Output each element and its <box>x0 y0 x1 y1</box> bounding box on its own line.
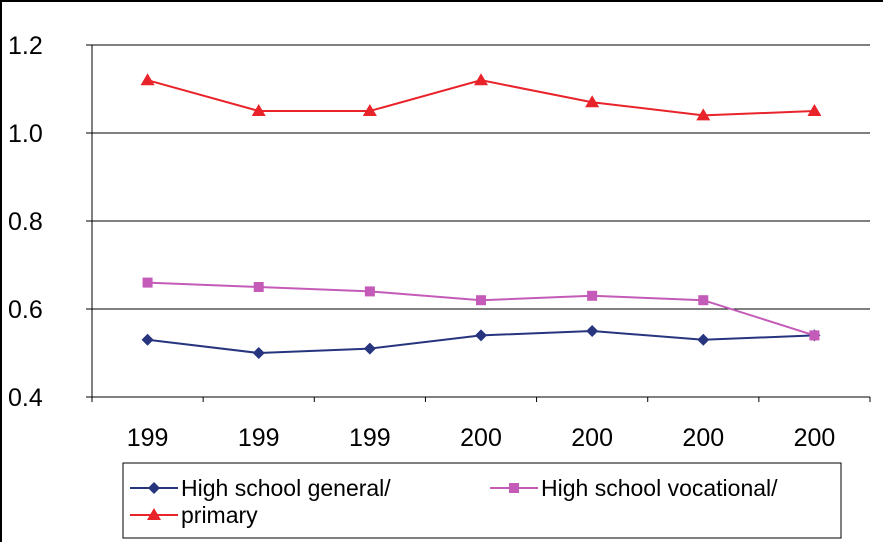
data-point <box>474 73 488 86</box>
x-tick-label: 199 <box>127 424 169 452</box>
x-tick-label: 200 <box>794 424 836 452</box>
y-tick-label: 0.4 <box>8 384 43 412</box>
data-point <box>362 104 377 116</box>
data-point <box>696 108 711 121</box>
x-axis-ticks: 199 199 199 200 200 200 200 <box>127 424 836 452</box>
data-point <box>476 295 486 306</box>
data-point <box>585 95 600 108</box>
data-point <box>697 333 710 346</box>
x-tick-label: 200 <box>571 424 613 452</box>
data-point <box>253 282 264 292</box>
data-point <box>142 277 153 288</box>
data-point <box>475 329 487 342</box>
legend-swatch-marker <box>147 508 161 520</box>
x-tick-label: 199 <box>238 424 280 452</box>
data-point <box>587 290 598 301</box>
y-tick-label: 0.6 <box>8 296 43 324</box>
data-point <box>807 104 822 116</box>
x-tick-label: 200 <box>460 424 502 452</box>
data-point <box>251 104 266 116</box>
legend-box <box>122 462 842 539</box>
series-group <box>140 73 822 359</box>
y-axis-ticks: 0.4 0.6 0.8 1.0 1.2 <box>8 32 43 412</box>
data-point <box>809 330 820 341</box>
data-point <box>363 342 376 355</box>
legend-label: primary <box>181 502 258 528</box>
legend-label: High school general/ <box>181 475 391 501</box>
x-tick-label: 199 <box>349 424 391 452</box>
y-tick-label: 1.0 <box>8 120 43 148</box>
legend: High school general/High school vocation… <box>122 462 842 539</box>
x-tick-label: 200 <box>682 424 724 452</box>
data-point <box>698 295 709 306</box>
data-point <box>252 347 265 359</box>
series-line-2 <box>147 79 815 117</box>
data-point <box>140 73 155 86</box>
data-point <box>141 333 154 346</box>
legend-swatch-marker <box>509 483 519 493</box>
grid-lines <box>86 44 871 402</box>
data-point <box>364 286 375 297</box>
legend-swatch-marker <box>148 482 160 494</box>
y-tick-label: 1.2 <box>8 32 43 60</box>
data-point <box>586 325 599 337</box>
legend-label: High school vocational/ <box>541 475 778 501</box>
y-tick-label: 0.8 <box>8 208 43 236</box>
